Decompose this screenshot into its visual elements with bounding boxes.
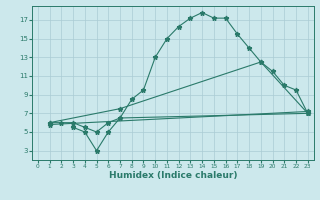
X-axis label: Humidex (Indice chaleur): Humidex (Indice chaleur) [108,171,237,180]
